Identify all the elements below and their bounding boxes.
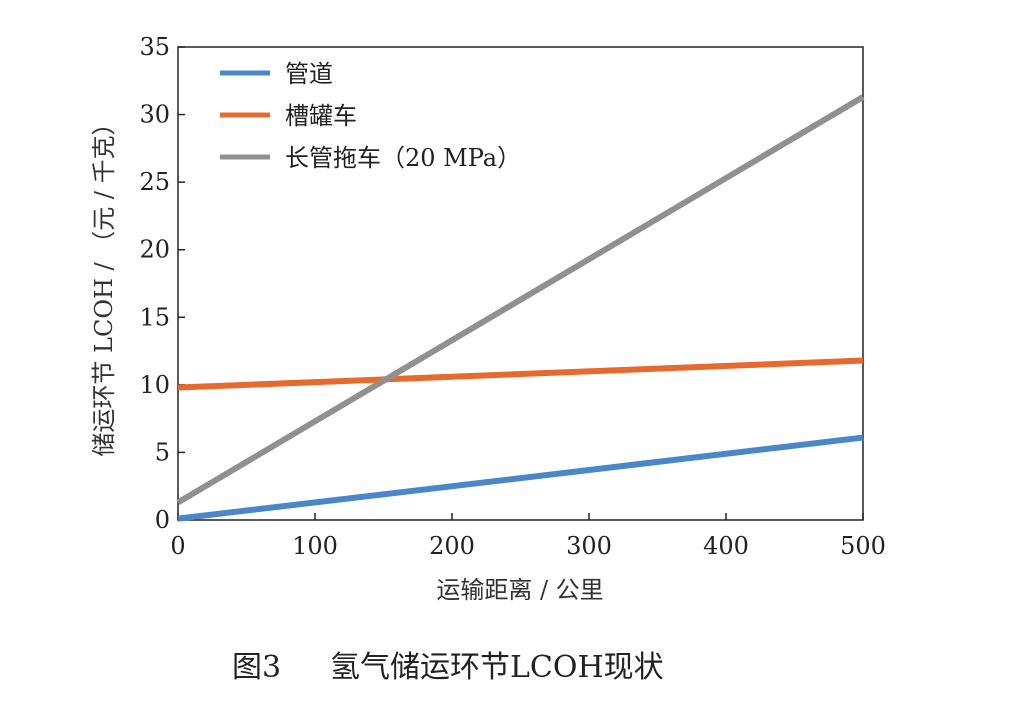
figure-caption: 氢气储运环节LCOH现状 [330,650,664,685]
x-tick-label: 200 [429,532,475,560]
y-axis-title: 储运环节 LCOH / （元 / 千克） [90,111,118,456]
y-tick-label: 20 [139,236,170,264]
legend-label-0: 管道 [285,60,333,88]
y-tick-label: 10 [139,371,170,399]
x-axis: 0 100 200 300 400 500 [170,513,886,560]
series-line-2 [176,94,865,506]
x-tick-label: 0 [170,532,185,560]
y-tick-label: 25 [139,168,170,196]
y-tick-label: 35 [139,33,170,61]
series-line-0 [177,434,864,522]
series-lines [176,94,865,522]
plot-frame [177,46,864,521]
y-tick-label: 5 [155,438,170,466]
series-line-1 [177,357,864,391]
legend-label-2: 长管拖车（20 MPa） [285,144,521,172]
x-axis-title: 运输距离 / 公里 [436,576,603,604]
x-tick-label: 100 [292,532,338,560]
x-tick-label: 300 [566,532,612,560]
figure-number: 图3 [232,650,281,685]
y-axis: 0 5 10 15 20 25 30 35 [139,33,185,534]
x-tick-label: 400 [703,532,749,560]
y-tick-label: 15 [139,303,170,331]
x-tick-label: 500 [840,532,886,560]
legend-label-1: 槽罐车 [285,102,357,130]
y-tick-label: 0 [155,506,170,534]
y-tick-label: 30 [139,101,170,129]
